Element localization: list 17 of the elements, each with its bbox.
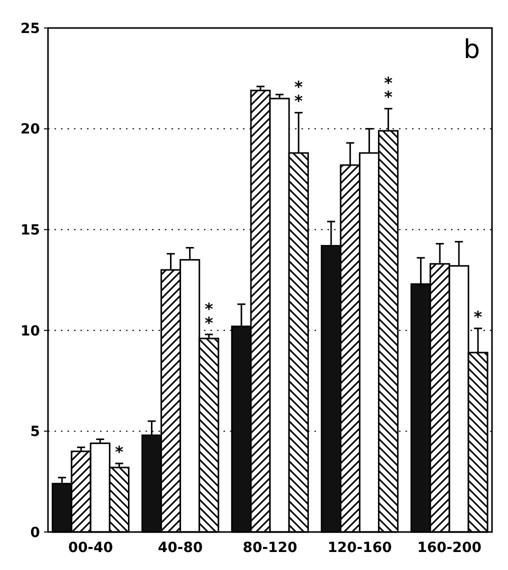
- y-tick-label: 25: [20, 20, 40, 37]
- annotation: b: [463, 35, 480, 65]
- x-tick-label: 00-40: [68, 540, 114, 556]
- y-tick-label: 5: [30, 424, 40, 440]
- annotation: **: [294, 78, 304, 111]
- annotation: *: [115, 442, 124, 462]
- x-tick-label: 160-200: [417, 540, 482, 556]
- y-tick-label: 20: [20, 122, 40, 138]
- annotation: **: [384, 74, 394, 107]
- y-tick-label: 15: [20, 222, 40, 238]
- annotation: **: [204, 299, 214, 332]
- y-tick-label: 10: [20, 323, 40, 340]
- y-tick-label: 0: [30, 524, 40, 541]
- x-tick-label: 40-80: [158, 540, 203, 556]
- x-tick-label: 120-160: [328, 540, 392, 556]
- annotation: *: [474, 307, 483, 326]
- x-tick-label: 80-120: [242, 540, 298, 556]
